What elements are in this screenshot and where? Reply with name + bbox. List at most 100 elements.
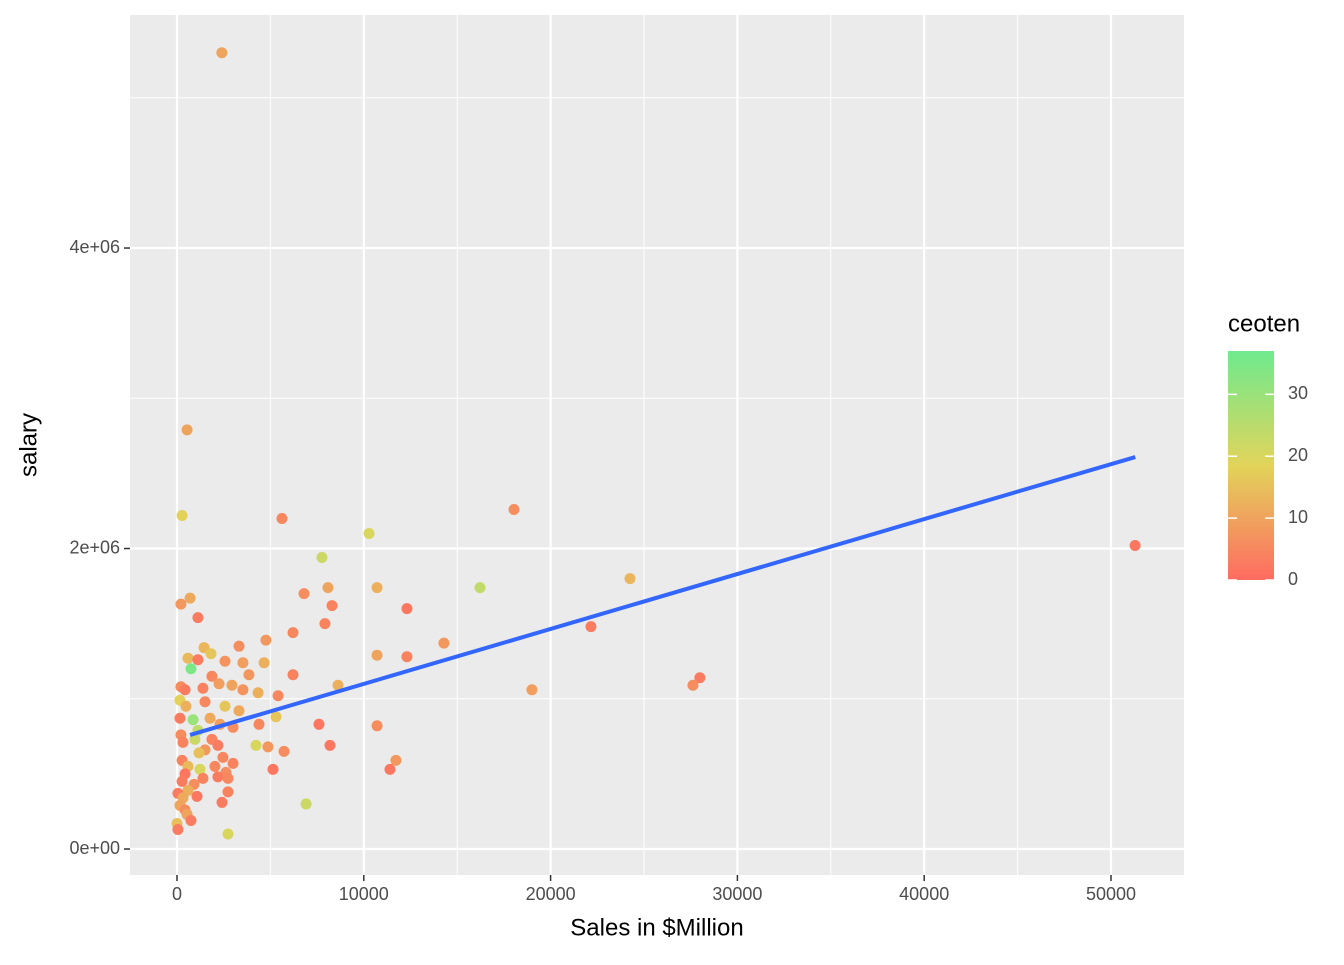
colorbar-label: 20 (1288, 445, 1308, 465)
point (212, 739, 224, 751)
point (298, 588, 310, 600)
point (204, 712, 216, 724)
point (179, 684, 191, 696)
point (216, 47, 228, 59)
point (300, 798, 312, 810)
point (371, 720, 383, 732)
point (192, 612, 204, 624)
point (316, 552, 328, 564)
point (319, 618, 331, 630)
point (194, 763, 206, 775)
point (197, 772, 209, 784)
y-axis-title: salary (15, 413, 42, 477)
point (267, 763, 279, 775)
point (384, 763, 396, 775)
point (287, 627, 299, 639)
point (226, 679, 238, 691)
point (176, 775, 188, 787)
point (185, 663, 197, 675)
x-tick-label: 10000 (339, 884, 389, 904)
point (262, 741, 274, 753)
point (332, 679, 344, 691)
point (175, 598, 187, 610)
point (212, 771, 224, 783)
x-tick-label: 40000 (899, 884, 949, 904)
point (438, 637, 450, 649)
point (233, 640, 245, 652)
point (278, 745, 290, 757)
point (363, 527, 375, 539)
point (272, 690, 284, 702)
point (252, 687, 264, 699)
x-tick-label: 30000 (712, 884, 762, 904)
colorbar-label: 0 (1288, 569, 1298, 589)
x-tick-label: 0 (172, 884, 182, 904)
point (174, 712, 186, 724)
x-tick-label: 20000 (526, 884, 576, 904)
colorbar (1228, 351, 1274, 580)
y-tick-label: 0e+00 (69, 838, 120, 858)
point (322, 582, 334, 594)
point (237, 684, 249, 696)
point (250, 739, 262, 751)
point (222, 828, 234, 840)
legend-title: ceoten (1228, 310, 1300, 337)
point (189, 733, 201, 745)
point (180, 700, 192, 712)
point (219, 700, 231, 712)
point (508, 503, 520, 515)
panel (130, 15, 1184, 875)
point (401, 651, 413, 663)
point (313, 718, 325, 730)
point (287, 669, 299, 681)
point (184, 592, 196, 604)
point (233, 705, 245, 717)
point (270, 711, 282, 723)
point (276, 512, 288, 524)
point (185, 814, 197, 826)
point (237, 657, 249, 669)
fit-line (189, 455, 1136, 737)
point (324, 739, 336, 751)
point (371, 649, 383, 661)
point (687, 679, 699, 691)
point (206, 670, 218, 682)
point (401, 603, 413, 615)
point (217, 751, 229, 763)
point (181, 424, 193, 436)
point (371, 582, 383, 594)
point (624, 573, 636, 585)
y-tick-label: 2e+06 (69, 537, 120, 557)
point (227, 757, 239, 769)
point (260, 634, 272, 646)
point (199, 696, 211, 708)
point (219, 655, 231, 667)
point (326, 600, 338, 612)
point (390, 754, 402, 766)
point (243, 669, 255, 681)
colorbar-label: 30 (1288, 383, 1308, 403)
point (585, 621, 597, 633)
point (176, 509, 188, 521)
point (172, 823, 184, 835)
point (1129, 540, 1141, 552)
point (474, 582, 486, 594)
point (258, 657, 270, 669)
point (182, 652, 194, 664)
point (253, 718, 265, 730)
point (193, 747, 205, 759)
point (191, 790, 203, 802)
point (197, 682, 209, 694)
x-tick-label: 50000 (1086, 884, 1136, 904)
point (192, 654, 204, 666)
point (177, 736, 189, 748)
point (526, 684, 538, 696)
colorbar-label: 10 (1288, 507, 1308, 527)
point (216, 796, 228, 808)
point (209, 760, 221, 772)
point (205, 648, 217, 660)
y-tick-label: 4e+06 (69, 237, 120, 257)
point (222, 786, 234, 798)
